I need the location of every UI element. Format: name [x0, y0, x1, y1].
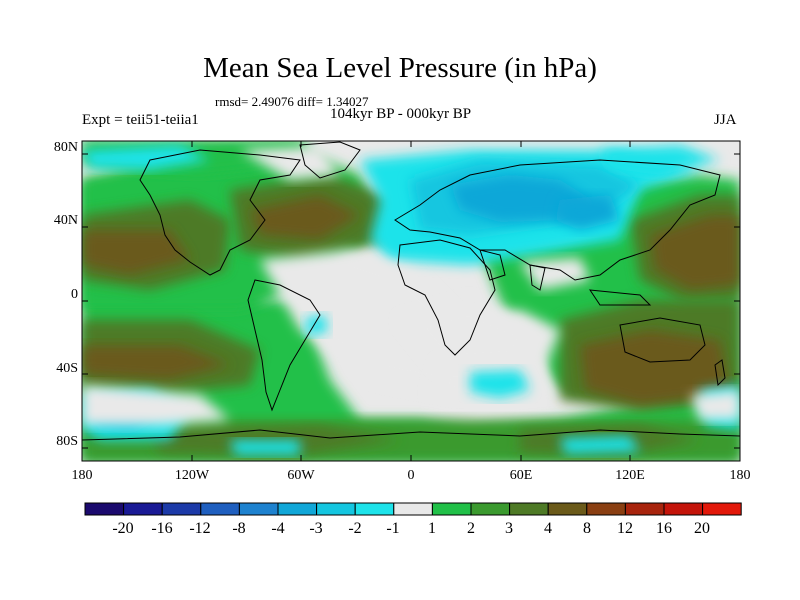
lon-label-60e: 60E — [509, 468, 533, 483]
colorbar-swatch — [509, 502, 549, 516]
coastline — [394, 159, 721, 281]
experiment-label: Expt = teii51-teiia1 — [82, 112, 199, 128]
colorbar-label: -2 — [348, 520, 362, 537]
colorbar-label: 20 — [694, 520, 710, 537]
coastlines — [82, 141, 740, 441]
coastline — [588, 289, 652, 306]
colorbar-swatch — [238, 502, 279, 516]
colorbar-swatch — [393, 502, 433, 516]
colorbar-swatch — [354, 502, 395, 516]
pressure-region — [580, 330, 730, 405]
coastline — [82, 429, 740, 441]
colorbar-swatch — [702, 502, 742, 516]
colorbar-label: 8 — [583, 520, 591, 537]
colorbar-swatch — [277, 502, 318, 516]
coastline — [247, 279, 321, 412]
coastline — [619, 317, 706, 363]
colorbar-swatch — [624, 502, 665, 516]
colorbar-swatch — [470, 502, 511, 516]
lon-label-180w: 180 — [71, 468, 93, 483]
coastline — [139, 149, 301, 276]
colorbar-label: 1 — [428, 520, 436, 537]
axis-ticks — [81, 141, 741, 461]
colorbar-swatch — [663, 502, 704, 516]
lon-label-120e: 120E — [615, 468, 645, 483]
colorbar-swatch — [431, 502, 472, 516]
rmsd-diff-stats: rmsd= 2.49076 diff= 1.34027 — [215, 94, 369, 109]
colorbar-swatch — [586, 502, 626, 516]
coastline — [479, 249, 506, 281]
lat-label-80n: 80N — [53, 140, 78, 155]
colorbar-swatch — [547, 502, 588, 516]
pressure-region — [82, 345, 230, 380]
pressure-region — [230, 440, 300, 455]
lat-label-40n: 40N — [53, 213, 78, 228]
period-label: 104kyr BP - 000kyr BP — [330, 106, 472, 122]
colorbar-swatch — [316, 502, 356, 516]
colorbar-label: -4 — [271, 520, 285, 537]
coastline — [714, 359, 726, 387]
pressure-field — [82, 141, 740, 461]
lon-label-0: 0 — [407, 468, 415, 483]
pressure-region — [305, 315, 328, 335]
pressure-region — [82, 230, 190, 275]
colorbar-label: -16 — [151, 520, 173, 537]
colorbar-swatch — [84, 502, 125, 516]
colorbar-label: -8 — [232, 520, 246, 537]
colorbar-label: 2 — [467, 520, 475, 537]
pressure-region — [82, 145, 210, 170]
colorbar-swatch — [161, 502, 202, 516]
colorbar-label: -1 — [386, 520, 400, 537]
coastline — [397, 239, 496, 356]
pressure-region — [555, 195, 620, 230]
coastline — [529, 264, 546, 291]
colorbar-swatch — [123, 502, 163, 516]
map-title: Mean Sea Level Pressure (in hPa) — [203, 52, 597, 84]
pressure-region — [240, 146, 340, 180]
colorbar-label: 3 — [505, 520, 513, 537]
colorbar-label: 12 — [617, 520, 633, 537]
lon-label-180e: 180 — [729, 468, 751, 483]
colorbar-label: -3 — [309, 520, 323, 537]
pressure-region — [400, 300, 540, 370]
lon-label-60w: 60W — [287, 468, 315, 483]
colorbar-swatch — [200, 502, 240, 516]
pressure-region — [690, 390, 740, 420]
lat-label-80s: 80S — [56, 434, 78, 449]
pressure-region — [650, 215, 740, 290]
pressure-region — [470, 370, 530, 398]
colorbar-label: 4 — [544, 520, 552, 537]
colorbar — [84, 502, 742, 516]
colorbar-label: -20 — [112, 520, 134, 537]
lon-label-120w: 120W — [174, 468, 210, 483]
season-label: JJA — [714, 112, 737, 128]
pressure-region — [560, 436, 640, 454]
pressure-region — [82, 385, 230, 425]
lat-label-40s: 40S — [56, 361, 78, 376]
colorbar-label: -12 — [189, 520, 211, 537]
lat-label-0: 0 — [71, 287, 78, 302]
pressure-region — [250, 195, 360, 240]
coastline — [299, 141, 361, 179]
colorbar-label: 16 — [656, 520, 672, 537]
